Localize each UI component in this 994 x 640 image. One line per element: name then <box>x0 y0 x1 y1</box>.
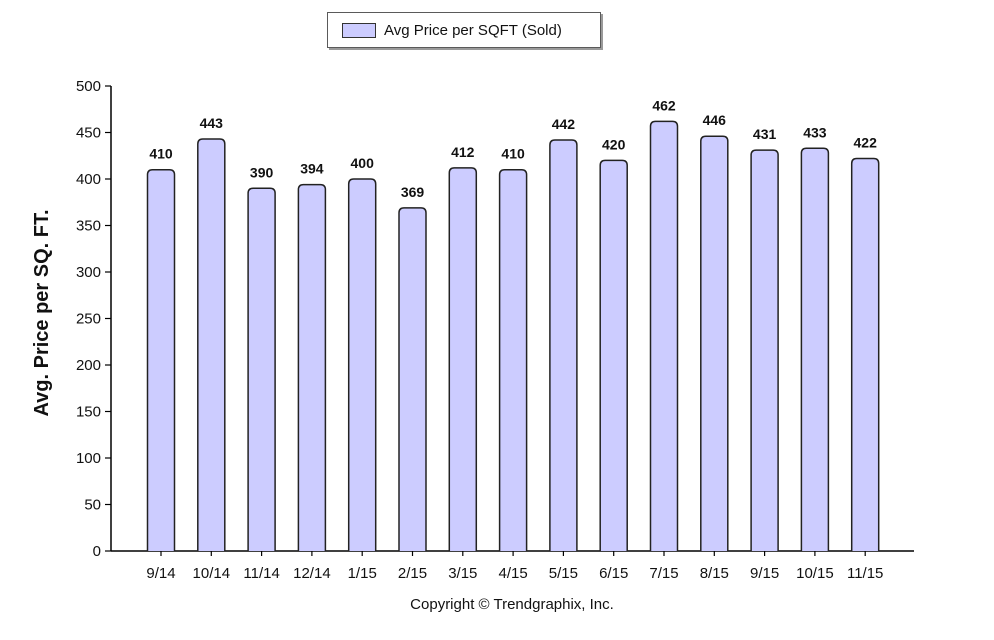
data-label: 410 <box>149 146 173 162</box>
bar <box>448 167 478 551</box>
value-labels: 410 443 390 394 400 369 412 410 442 420 462 446 431 4… <box>149 97 877 199</box>
legend-label: Avg Price per SQFT (Sold) <box>384 21 562 39</box>
x-tick-label: 10/14 <box>193 565 231 582</box>
data-label: 390 <box>250 164 274 180</box>
data-label: 412 <box>451 144 475 160</box>
x-tick-label: 9/14 <box>146 565 175 582</box>
data-label: 443 <box>200 115 224 131</box>
y-tick-label: 250 <box>76 311 101 328</box>
y-tick-label: 100 <box>76 450 101 467</box>
x-tick-label: 1/15 <box>348 565 377 582</box>
bar <box>549 139 578 551</box>
x-axis: 9/14 10/14 11/14 12/14 1/15 2/15 3/15 4/15 5/15 6… <box>111 550 914 582</box>
data-label: 442 <box>552 116 576 132</box>
y-tick-label: 450 <box>76 125 101 142</box>
data-label: 394 <box>300 161 324 177</box>
bar <box>800 147 830 551</box>
y-tick-label: 150 <box>76 404 101 421</box>
y-tick-label: 0 <box>93 543 101 560</box>
x-tick-label: 12/14 <box>293 565 331 582</box>
x-tick-label: 6/15 <box>599 565 628 582</box>
bar <box>297 183 327 551</box>
bar <box>700 135 729 551</box>
chart-legend: Avg Price per SQFT (Sold) <box>327 12 601 48</box>
y-axis: 0 50 100 150 200 250 300 350 400 450 500 <box>76 78 112 560</box>
data-label: 431 <box>753 126 777 142</box>
y-tick-label: 350 <box>76 218 101 235</box>
y-tick-label: 50 <box>84 497 101 514</box>
x-tick-label: 11/15 <box>847 565 883 582</box>
bar <box>197 138 226 551</box>
bar <box>750 149 779 551</box>
y-tick-label: 500 <box>76 78 101 95</box>
x-tick-label: 8/15 <box>700 565 729 582</box>
data-label: 422 <box>854 135 878 151</box>
y-axis-title: Avg. Price per SQ. FT. <box>31 209 53 416</box>
data-label: 462 <box>652 97 676 113</box>
data-label: 400 <box>351 155 375 171</box>
bar <box>850 157 880 551</box>
data-label: 420 <box>602 136 626 152</box>
data-label: 433 <box>803 124 827 140</box>
bar <box>599 159 628 551</box>
x-tick-label: 10/15 <box>796 565 834 582</box>
data-label: 369 <box>401 184 425 200</box>
x-tick-label: 11/14 <box>243 565 279 582</box>
data-label: 446 <box>703 112 727 128</box>
bar <box>398 207 427 551</box>
x-tick-label: 9/15 <box>750 565 779 582</box>
bar-series <box>146 120 880 551</box>
x-tick-label: 3/15 <box>448 565 477 582</box>
bar <box>146 168 176 551</box>
copyright-text: Copyright © Trendgraphix, Inc. <box>410 596 614 613</box>
data-label: 410 <box>501 146 525 162</box>
bar <box>649 120 679 551</box>
legend-swatch <box>342 22 376 38</box>
x-tick-label: 5/15 <box>549 565 578 582</box>
x-tick-label: 2/15 <box>398 565 427 582</box>
bar <box>247 187 276 551</box>
y-tick-label: 300 <box>76 264 101 281</box>
x-tick-label: 7/15 <box>649 565 678 582</box>
y-tick-label: 400 <box>76 171 101 188</box>
x-tick-label: 4/15 <box>498 565 527 582</box>
bar <box>347 178 377 551</box>
bar <box>498 168 528 551</box>
y-tick-label: 200 <box>76 357 101 374</box>
